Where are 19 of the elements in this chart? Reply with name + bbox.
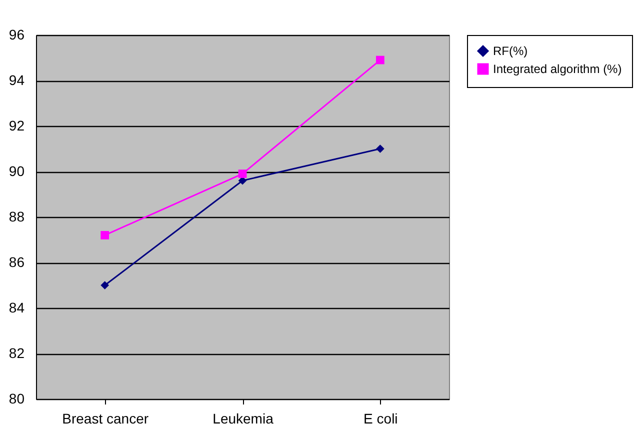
x-tick-label: E coli: [364, 410, 398, 426]
point: [100, 231, 110, 240]
point: [238, 170, 247, 178]
legend-label: Integrated algorithm (%): [493, 62, 622, 76]
x-tick-label: Leukemia: [212, 410, 274, 426]
y-tick-label: 82: [8, 345, 25, 361]
y-tick-label: 88: [8, 208, 25, 224]
point: [100, 281, 110, 290]
x-tick-label: Breast cancer: [62, 410, 149, 426]
y-tick-label: 96: [8, 26, 25, 42]
point: [376, 56, 384, 64]
legend-label: RF(%): [493, 44, 528, 58]
y-tick-label: 94: [8, 72, 25, 88]
y-tick-label: 86: [8, 254, 25, 270]
y-tick-label: 84: [8, 300, 25, 316]
y-tick-label: 90: [8, 163, 25, 179]
y-tick-label: 80: [8, 390, 25, 406]
point: [376, 144, 384, 153]
y-tick-label: 92: [8, 118, 25, 134]
